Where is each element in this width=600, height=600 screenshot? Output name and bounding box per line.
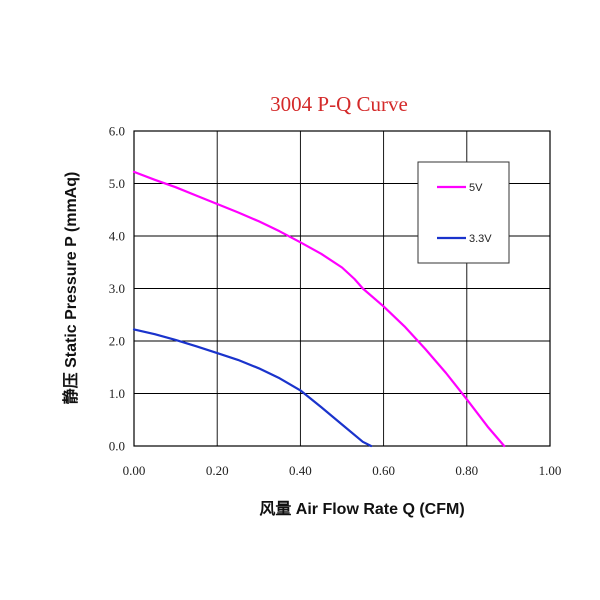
- series-line-5v: [132, 170, 506, 448]
- y-axis-ticks: 0.0 1.0 2.0 3.0 4.0 5.0 6.0: [109, 124, 125, 454]
- legend-label-3-3v: 3.3V: [469, 233, 492, 245]
- y-tick-label: 6.0: [109, 124, 125, 139]
- x-axis-label: 风量 Air Flow Rate Q (CFM): [259, 500, 464, 518]
- x-tick-label: 0.60: [372, 463, 395, 478]
- x-tick-label: 0.80: [455, 463, 478, 478]
- y-tick-label: 0.0: [109, 439, 125, 454]
- y-tick-label: 5.0: [109, 176, 125, 191]
- series-layer: [132, 170, 506, 448]
- legend: 5V 3.3V: [417, 161, 510, 264]
- x-tick-label: 0.20: [206, 463, 229, 478]
- x-tick-label: 0.00: [123, 463, 146, 478]
- x-tick-label: 0.40: [289, 463, 312, 478]
- y-tick-label: 2.0: [109, 334, 125, 349]
- x-tick-label: 1.00: [539, 463, 562, 478]
- y-tick-label: 3.0: [109, 281, 125, 296]
- plot-area-frame: [133, 130, 551, 447]
- y-axis-label: 静压 Static Pressure P (mmAq): [61, 172, 80, 405]
- x-axis-ticks: 0.00 0.20 0.40 0.60 0.80 1.00: [123, 463, 562, 478]
- legend-label-5v: 5V: [469, 182, 483, 194]
- chart-title: 3004 P-Q Curve: [270, 92, 408, 116]
- series-line-3-3v: [132, 328, 373, 448]
- legend-box: [417, 161, 510, 264]
- y-tick-label: 1.0: [109, 386, 125, 401]
- y-tick-label: 4.0: [109, 229, 125, 244]
